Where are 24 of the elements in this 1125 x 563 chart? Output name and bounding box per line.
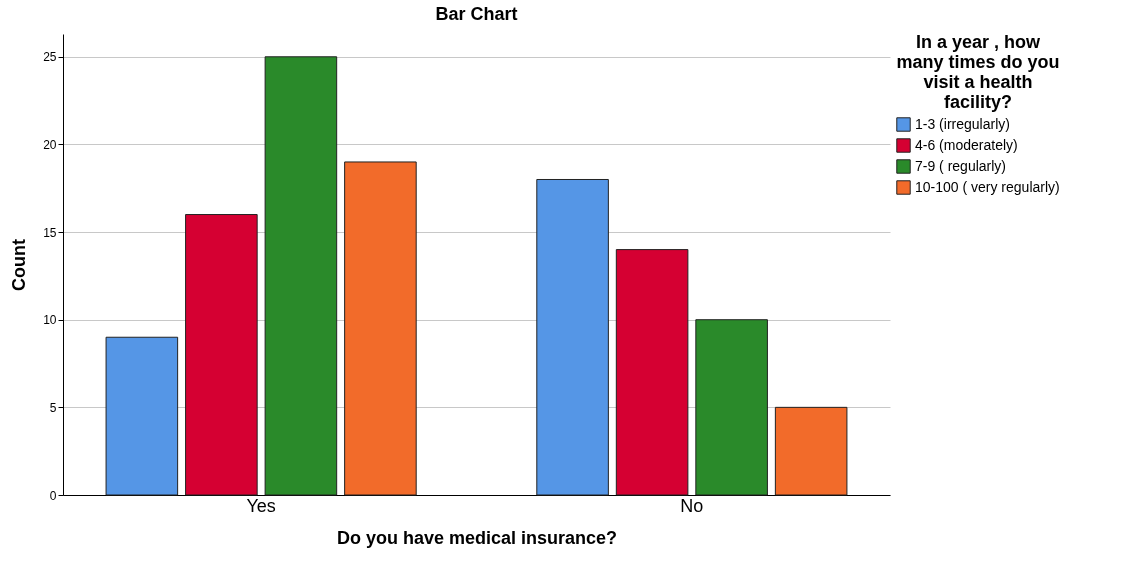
legend-label: 1-3 (irregularly) <box>915 115 1010 132</box>
bar <box>105 336 179 496</box>
legend-title: In a year , how many times do you visit a health facility? <box>896 32 1060 112</box>
legend-label: 4-6 (moderately) <box>915 136 1018 153</box>
x-axis-title: Do you have medical insurance? <box>336 527 618 548</box>
x-tick-label: No <box>680 495 704 516</box>
bar <box>185 214 258 496</box>
bar <box>615 249 689 496</box>
chart-title: Bar Chart <box>435 4 518 24</box>
y-tick-label: 10 <box>43 313 57 328</box>
y-tick-label: 5 <box>49 400 57 415</box>
y-axis-title: Count <box>9 239 30 291</box>
bar <box>695 319 768 496</box>
legend-label: 10-100 ( very regularly) <box>915 178 1060 195</box>
bar <box>264 56 338 496</box>
x-tick-label: Yes <box>246 495 276 516</box>
legend-label: 7-9 ( regularly) <box>915 157 1007 174</box>
bar <box>344 161 417 496</box>
bar <box>774 406 848 496</box>
y-tick-label: 20 <box>43 137 57 152</box>
y-tick-label: 15 <box>43 225 57 240</box>
y-tick-label: 25 <box>43 50 57 65</box>
y-tick-label: 0 <box>49 488 57 503</box>
bar <box>536 178 609 496</box>
